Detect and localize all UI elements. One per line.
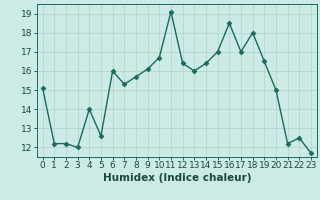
X-axis label: Humidex (Indice chaleur): Humidex (Indice chaleur): [102, 173, 251, 183]
